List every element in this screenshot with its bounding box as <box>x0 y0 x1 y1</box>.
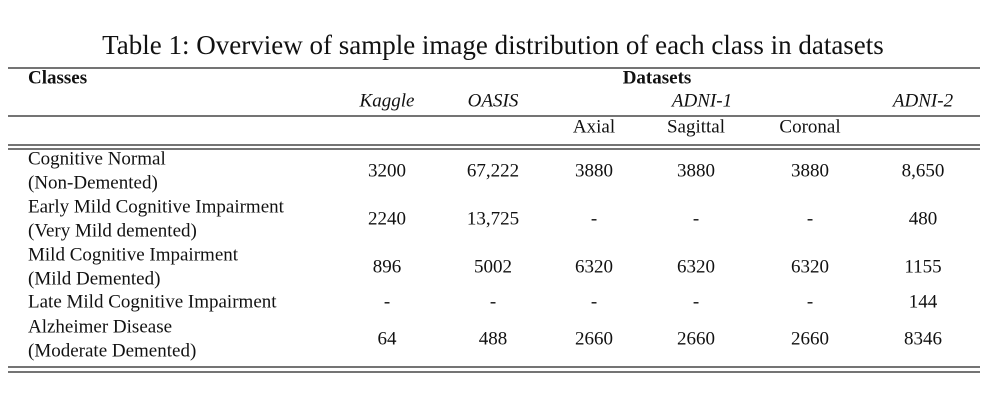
cell: 13,725 <box>467 208 519 229</box>
cell: 5002 <box>474 256 512 277</box>
cell: 2660 <box>677 328 715 349</box>
cell: 67,222 <box>467 160 519 181</box>
cell: - <box>807 291 813 312</box>
cell: - <box>490 291 496 312</box>
cell: - <box>591 208 597 229</box>
header-cell: Datasets <box>623 67 692 88</box>
row-label: (Moderate Demented) <box>28 340 196 361</box>
cell: 896 <box>373 256 402 277</box>
row-label: (Very Mild demented) <box>28 220 197 241</box>
cell: 2240 <box>368 208 406 229</box>
header-cell: ADNI-1 <box>670 90 732 111</box>
header-cell: Coronal <box>779 116 840 137</box>
cell: 488 <box>479 328 508 349</box>
cell: - <box>384 291 390 312</box>
cell: 3200 <box>368 160 406 181</box>
cell: 2660 <box>791 328 829 349</box>
cell: - <box>591 291 597 312</box>
row-label: Mild Cognitive Impairment <box>28 244 239 265</box>
table-title: Table 1: Overview of sample image distri… <box>102 30 884 60</box>
row-label: Cognitive Normal <box>28 148 166 169</box>
cell: 8346 <box>904 328 942 349</box>
header-cell: Classes <box>28 67 87 88</box>
cell: 2660 <box>575 328 613 349</box>
header-cell: Sagittal <box>667 116 725 137</box>
row-label: Early Mild Cognitive Impairment <box>28 196 285 217</box>
cell: 144 <box>909 291 938 312</box>
row-label: Late Mild Cognitive Impairment <box>28 291 277 312</box>
cell: 3880 <box>791 160 829 181</box>
cell: - <box>693 208 699 229</box>
cell: - <box>807 208 813 229</box>
header-cell: OASIS <box>468 90 519 111</box>
cell: 1155 <box>904 256 941 277</box>
cell: 3880 <box>677 160 715 181</box>
row-label: (Non-Demented) <box>28 172 158 193</box>
cell: 3880 <box>575 160 613 181</box>
header-cell: Kaggle <box>359 90 415 111</box>
cell: 480 <box>909 208 938 229</box>
cell: 6320 <box>575 256 613 277</box>
row-label: (Mild Demented) <box>28 268 160 289</box>
cell: 6320 <box>677 256 715 277</box>
header-cell: ADNI-2 <box>891 90 954 111</box>
row-label: Alzheimer Disease <box>28 316 172 337</box>
cell: 64 <box>378 328 398 349</box>
cell: 6320 <box>791 256 829 277</box>
cell: 8,650 <box>902 160 945 181</box>
cell: - <box>693 291 699 312</box>
header-cell: Axial <box>573 116 615 137</box>
